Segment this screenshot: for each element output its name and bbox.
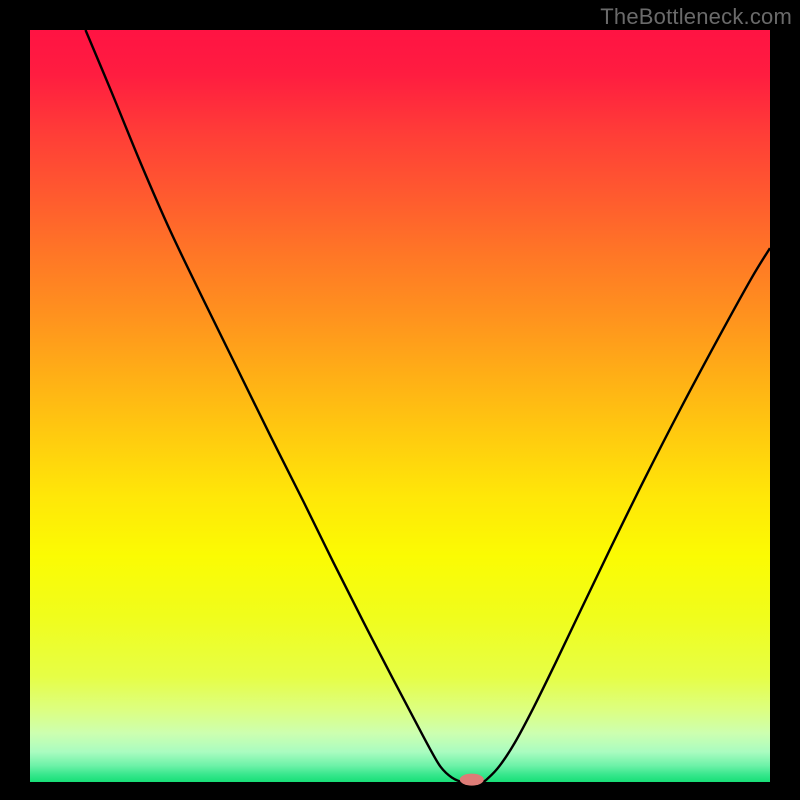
chart-container: TheBottleneck.com [0,0,800,800]
bottleneck-chart-svg [0,0,800,800]
optimal-marker [460,774,484,786]
plot-background [30,30,770,782]
watermark-text: TheBottleneck.com [600,4,792,30]
